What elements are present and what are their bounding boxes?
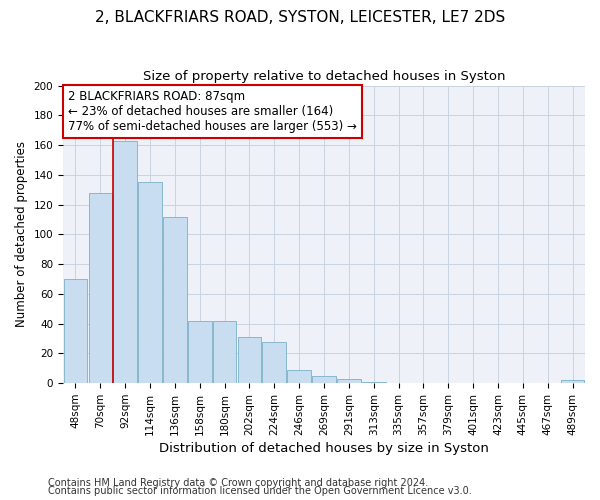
- Bar: [312, 376, 336, 383]
- Bar: [561, 380, 584, 383]
- Title: Size of property relative to detached houses in Syston: Size of property relative to detached ho…: [143, 70, 505, 83]
- Bar: [238, 337, 261, 383]
- Y-axis label: Number of detached properties: Number of detached properties: [15, 142, 28, 328]
- Bar: [138, 182, 162, 383]
- Text: Contains HM Land Registry data © Crown copyright and database right 2024.: Contains HM Land Registry data © Crown c…: [48, 478, 428, 488]
- Text: 2 BLACKFRIARS ROAD: 87sqm
← 23% of detached houses are smaller (164)
77% of semi: 2 BLACKFRIARS ROAD: 87sqm ← 23% of detac…: [68, 90, 357, 133]
- X-axis label: Distribution of detached houses by size in Syston: Distribution of detached houses by size …: [159, 442, 489, 455]
- Bar: [163, 216, 187, 383]
- Bar: [188, 320, 212, 383]
- Text: Contains public sector information licensed under the Open Government Licence v3: Contains public sector information licen…: [48, 486, 472, 496]
- Text: 2, BLACKFRIARS ROAD, SYSTON, LEICESTER, LE7 2DS: 2, BLACKFRIARS ROAD, SYSTON, LEICESTER, …: [95, 10, 505, 25]
- Bar: [89, 192, 112, 383]
- Bar: [64, 279, 87, 383]
- Bar: [362, 382, 386, 383]
- Bar: [337, 378, 361, 383]
- Bar: [213, 320, 236, 383]
- Bar: [287, 370, 311, 383]
- Bar: [113, 140, 137, 383]
- Bar: [262, 342, 286, 383]
